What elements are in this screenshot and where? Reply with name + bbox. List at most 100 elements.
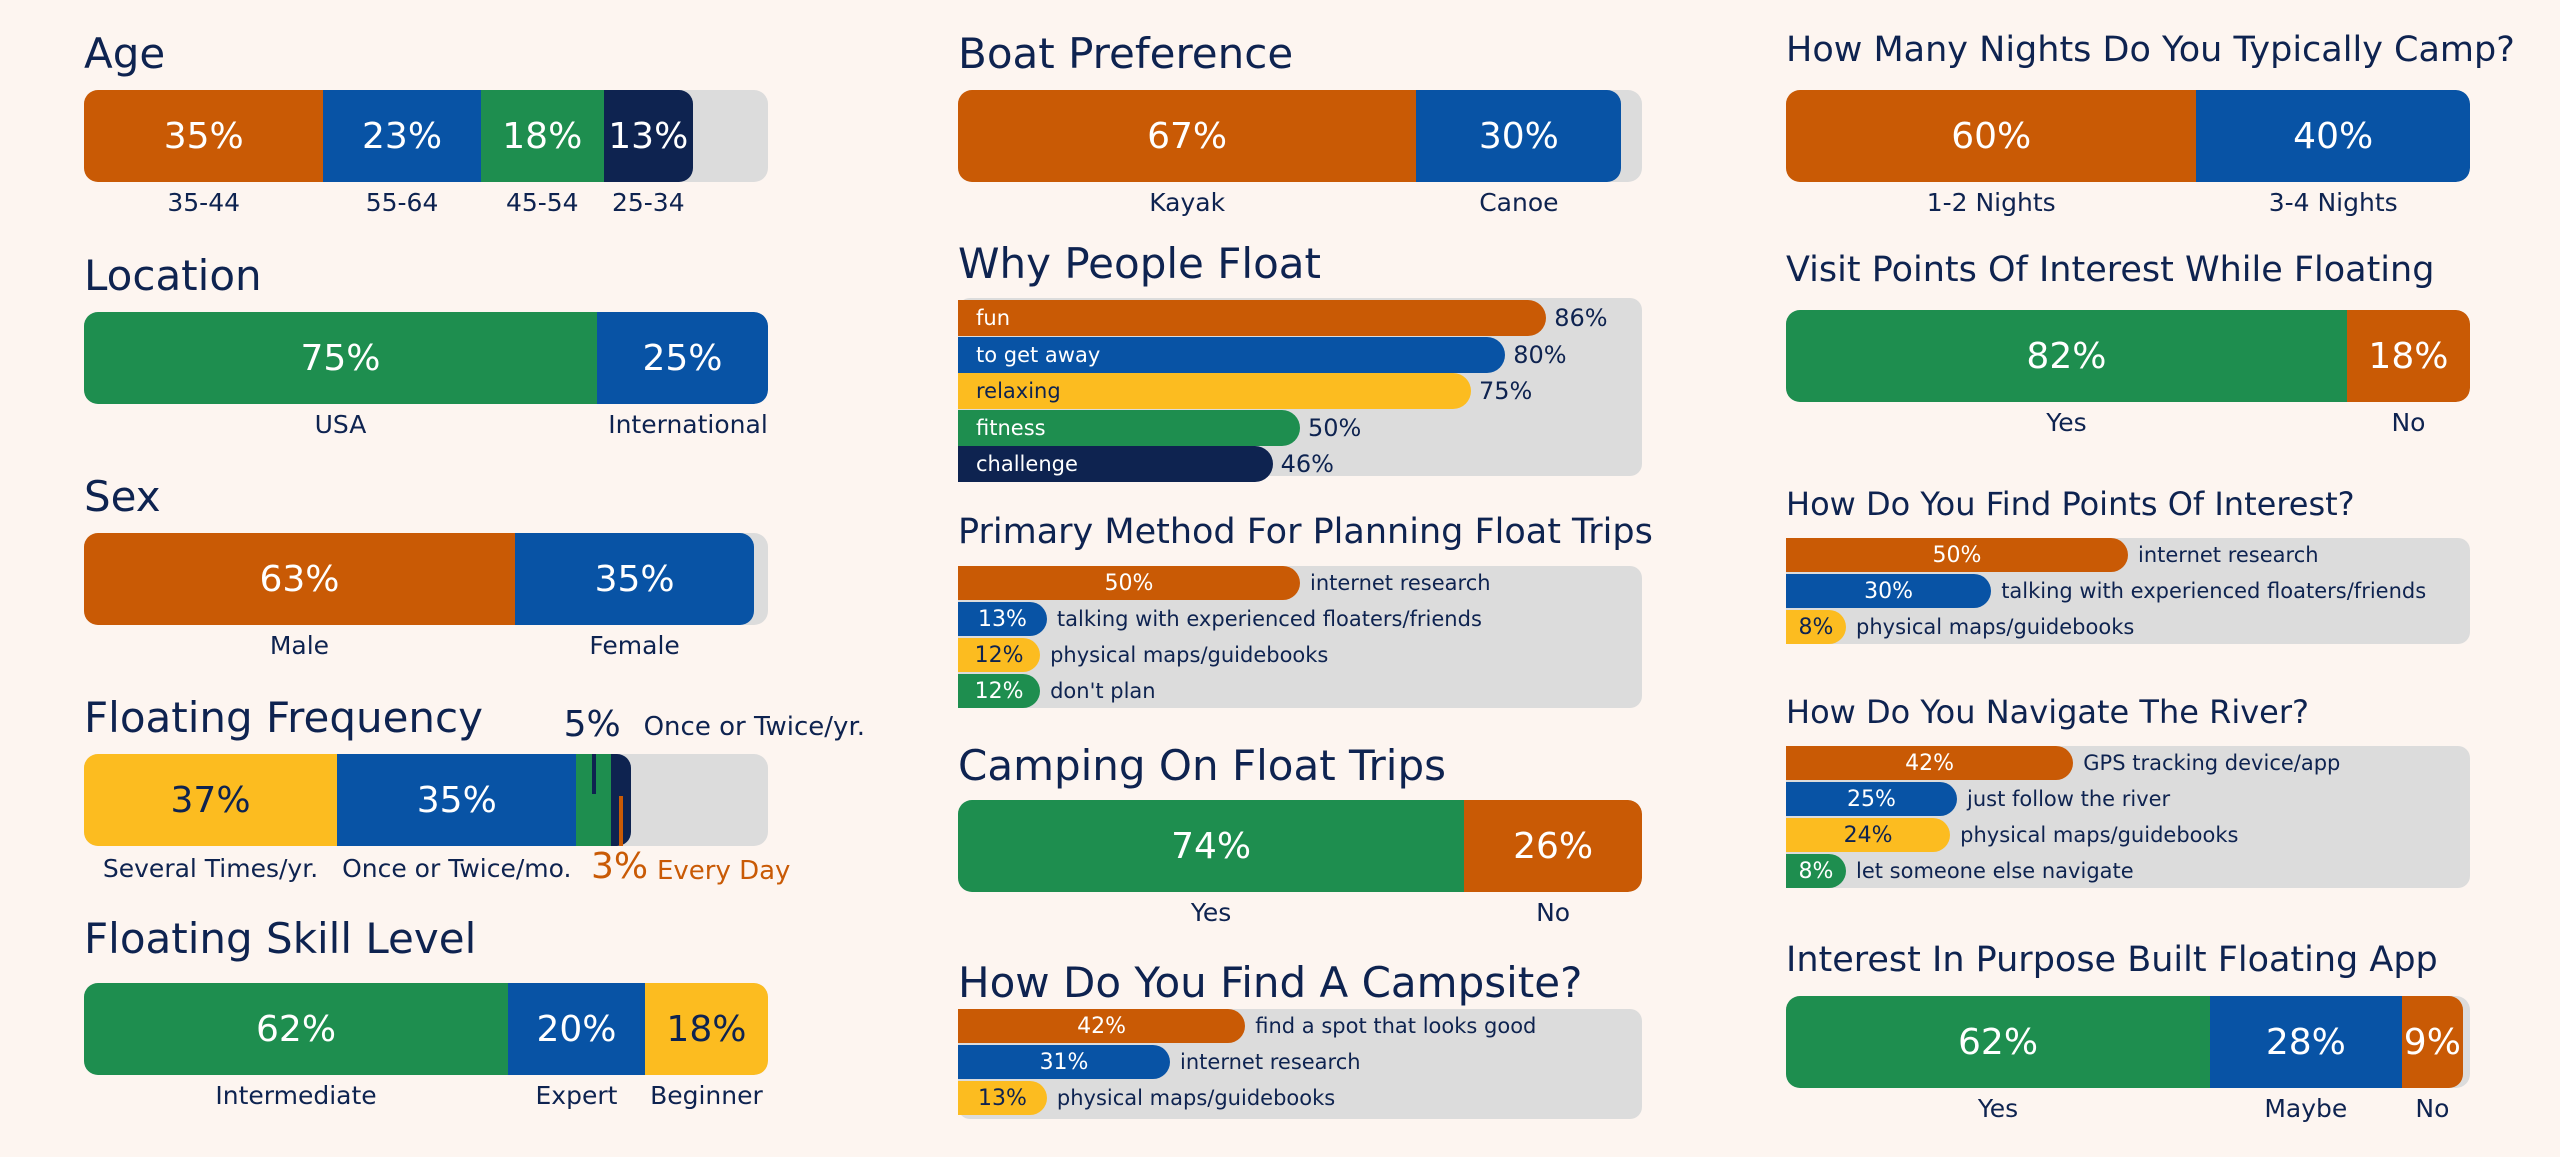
rank-track: 42% GPS tracking device/app 25% just follow…: [1786, 746, 2470, 888]
chart-title: How Do You Navigate The River?: [1786, 693, 2309, 731]
rank-track: 42% find a spot that looks good 31% interne…: [958, 1009, 1642, 1119]
chart-title: Camping On Float Trips: [958, 741, 1447, 790]
segment-value-label: 20%: [536, 1008, 617, 1050]
bar-segment: 20%: [508, 983, 645, 1075]
segment-category-label: 55-64: [365, 188, 439, 217]
rank-value-label: 80%: [1513, 340, 1567, 369]
segment-category-label: No: [2415, 1094, 2450, 1123]
rank-value-label: 86%: [1554, 304, 1608, 332]
rank-value-label: 13%: [978, 1085, 1027, 1111]
bar-track: 60% 40%: [1786, 90, 2470, 182]
bar-segment: 40%: [2196, 90, 2470, 182]
segment-value-label: 18%: [502, 115, 583, 157]
callout-value-once-twice-yr: 5%: [563, 704, 621, 745]
callout-value-every-day: 3%: [590, 846, 649, 887]
rank-bar-label: to get away: [976, 342, 1101, 367]
bar-segment: 9%: [2401, 996, 2464, 1088]
rank-bar-label: relaxing: [976, 379, 1061, 403]
segment-value-label: 18%: [666, 1008, 747, 1050]
segment-value-label: 37%: [170, 779, 251, 821]
rank-bar-label: internet research: [1310, 571, 1491, 595]
rank-value-label: 30%: [1864, 578, 1914, 604]
rank-value-label: 25%: [1847, 786, 1896, 812]
segment-value-label: 63%: [259, 558, 340, 600]
rank-track: fun 86% to get away 80% relaxing 75% fitness 50…: [958, 298, 1642, 482]
rank-bar: 24%: [1786, 818, 1951, 852]
segment-category-label: Beginner: [650, 1081, 763, 1110]
segment-value-label: 35%: [594, 558, 675, 600]
rank-bar: challenge: [958, 446, 1273, 482]
bar-track: 37% 35%: [84, 754, 768, 846]
bar-segment: 37%: [84, 754, 338, 846]
bar-segment: 74%: [958, 800, 1465, 892]
bar-segment: 35%: [84, 90, 324, 182]
segment-value-label: 35%: [416, 779, 497, 821]
rank-bar: 12%: [958, 638, 1041, 672]
rank-value-label: 12%: [974, 642, 1024, 668]
segment-category-label: Kayak: [1149, 188, 1226, 217]
rank-value-label: 50%: [1932, 542, 1982, 568]
segment-category-label: Expert: [535, 1081, 618, 1110]
rank-bar-label: internet research: [2138, 543, 2319, 567]
bar-segment: 67%: [958, 90, 1417, 182]
segment-value-label: 35%: [163, 115, 244, 157]
segment-value-label: 40%: [2293, 115, 2374, 157]
bar-track: 75% 25%: [84, 312, 768, 404]
bar-track: 63% 35%: [84, 533, 768, 625]
rank-bar-label: physical maps/guidebooks: [1056, 1086, 1336, 1110]
rank-bar: 8%: [1786, 610, 1846, 644]
rank-bar-label: physical maps/guidebooks: [1960, 823, 2239, 847]
rank-value-label: 8%: [1798, 614, 1834, 640]
segment-category-label: Once or Twice/mo.: [342, 854, 572, 883]
rank-value-label: 24%: [1843, 822, 1893, 848]
rank-value-label: 42%: [1905, 750, 1955, 776]
chart-title: Floating Skill Level: [84, 914, 477, 963]
rank-bar-label: don't plan: [1050, 679, 1156, 703]
segment-category-label: Maybe: [2264, 1094, 2348, 1123]
chart-title: Primary Method For Planning Float Trips: [958, 512, 1653, 552]
callout-leader-line: [591, 754, 596, 794]
rank-value-label: 42%: [1077, 1013, 1127, 1039]
bar-segment: 35%: [514, 533, 755, 625]
segment-value-label: 30%: [1478, 115, 1559, 157]
chart-title: How Do You Find Points Of Interest?: [1786, 485, 2355, 523]
rank-bar-label: physical maps/guidebooks: [1856, 615, 2135, 639]
rank-bar: fitness: [958, 409, 1300, 446]
rank-bar: fun: [958, 300, 1547, 336]
chart-title: Interest In Purpose Built Floating App: [1786, 940, 2438, 980]
rank-bar-label: find a spot that looks good: [1255, 1014, 1537, 1038]
bar-track: 35% 23% 18% 13%: [84, 90, 768, 182]
segment-category-label: 25-34: [611, 188, 685, 217]
bar-segment: 75%: [84, 312, 597, 404]
rank-bar: 31%: [958, 1045, 1171, 1079]
segment-value-label: 18%: [2368, 335, 2449, 377]
rank-value-label: 50%: [1104, 570, 1154, 596]
rank-bar-label: fitness: [976, 415, 1046, 440]
rank-value-label: 50%: [1308, 413, 1362, 442]
segment-category-label: Yes: [2046, 408, 2087, 437]
bar-segment: 13%: [603, 90, 693, 182]
rank-bar: 42%: [1786, 746, 2074, 780]
segment-value-label: 67%: [1147, 115, 1228, 157]
bar-segment: 23%: [323, 90, 481, 182]
segment-value-label: 82%: [2026, 335, 2107, 377]
rank-value-label: 46%: [1280, 450, 1334, 478]
segment-category-label: Female: [589, 631, 680, 660]
rank-bar-label: talking with experienced floaters/friend…: [1056, 607, 1482, 631]
segment-category-label: 1-2 Nights: [1926, 188, 2056, 217]
segment-value-label: 62%: [1958, 1021, 2039, 1063]
rank-bar-label: let someone else navigate: [1856, 859, 2134, 883]
bar-track: 67% 30%: [958, 90, 1642, 182]
segment-category-label: Male: [269, 631, 330, 660]
bar-segment: 18%: [480, 90, 604, 182]
bar-segment: 18%: [2346, 310, 2470, 402]
chart-title: Floating Frequency: [84, 693, 483, 742]
bar-track: 62% 20% 18%: [84, 983, 768, 1075]
segment-category-label: International: [608, 410, 768, 439]
segment-category-label: Yes: [1977, 1094, 2019, 1123]
bar-segment: 62%: [84, 983, 509, 1075]
rank-bar-label: GPS tracking device/app: [2083, 751, 2341, 775]
bar-segment: 26%: [1464, 800, 1642, 892]
chart-title: Why People Float: [958, 239, 1321, 288]
